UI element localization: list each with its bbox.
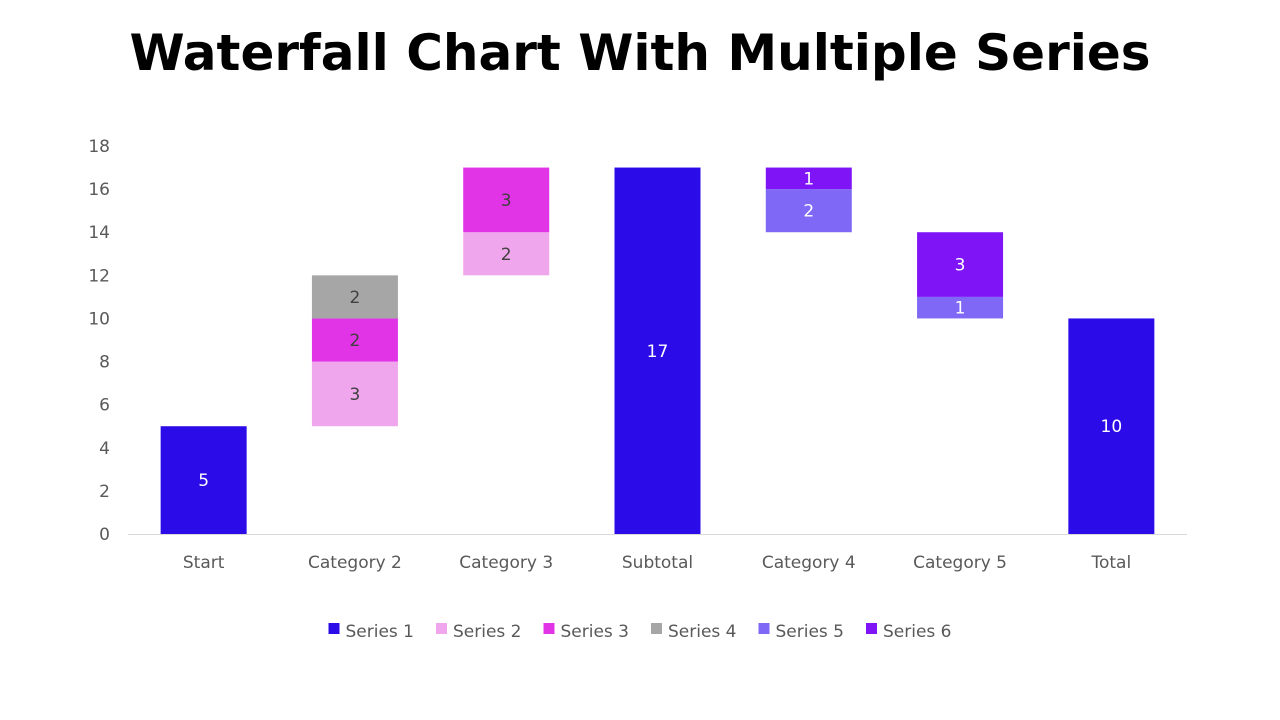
y-tick-label: 6 (99, 396, 110, 416)
data-label: 3 (955, 256, 966, 276)
legend-label: Series 2 (453, 622, 522, 642)
legend-item-series-6: Series 6 (866, 622, 952, 642)
bar-subtotal-series-1 (614, 167, 701, 535)
bar-category-5-series-6 (917, 232, 1004, 297)
bar-category-3-series-2 (463, 232, 550, 276)
y-tick-label: 8 (99, 353, 110, 373)
legend-label: Series 5 (776, 622, 845, 642)
x-axis: Start Category 2 Category 3 Subtotal Categor… (128, 534, 1187, 573)
legend-item-series-5: Series 5 (758, 622, 845, 642)
chart-title: Waterfall Chart With Multiple Series (129, 24, 1151, 82)
y-tick-label: 4 (99, 439, 110, 459)
data-label: 2 (501, 245, 512, 265)
bar-category-2-series-4 (311, 275, 398, 319)
y-tick-label: 14 (88, 223, 110, 243)
bar-category-5-series-5 (917, 296, 1004, 319)
legend-label: Series 3 (561, 622, 630, 642)
x-tick-label: Total (1091, 553, 1132, 573)
x-tick-label: Start (183, 553, 225, 573)
legend-label: Series 1 (346, 622, 415, 642)
y-axis: 0 2 4 6 8 10 12 14 16 18 (88, 137, 110, 545)
x-tick-label: Subtotal (622, 553, 693, 573)
data-label: 2 (803, 202, 814, 222)
bar-category-4-series-6 (765, 167, 852, 190)
data-label: 17 (647, 342, 669, 362)
y-tick-label: 16 (88, 180, 110, 200)
bar-category-3-series-3 (463, 167, 550, 233)
legend-label: Series 4 (668, 622, 737, 642)
legend-item-series-4: Series 4 (651, 622, 737, 642)
y-tick-label: 12 (88, 266, 110, 286)
legend-swatch (328, 623, 340, 634)
legend-item-series-1: Series 1 (328, 622, 415, 642)
legend-item-series-2: Series 2 (436, 622, 522, 642)
data-label: 1 (803, 169, 814, 189)
data-label: 3 (501, 191, 512, 211)
x-tick-label: Category 2 (308, 553, 402, 573)
bar-category-2-series-3 (311, 318, 398, 362)
data-label: 10 (1101, 417, 1123, 437)
legend-item-series-3: Series 3 (543, 622, 630, 642)
legend-swatch (651, 623, 662, 634)
y-tick-label: 0 (99, 525, 110, 545)
legend-swatch (866, 623, 877, 634)
x-tick-label: Category 3 (459, 553, 553, 573)
data-labels: 5 3 2 2 2 3 17 2 1 1 3 10 (198, 169, 1122, 491)
y-tick-label: 18 (88, 137, 110, 157)
y-tick-label: 2 (99, 482, 110, 502)
data-label: 3 (350, 385, 361, 405)
legend: Series 1 Series 2 Series 3 Series 4 Series 5… (328, 622, 952, 642)
y-tick-label: 10 (88, 309, 110, 329)
legend-swatch (758, 623, 770, 634)
data-label: 2 (350, 288, 361, 308)
legend-label: Series 6 (883, 622, 952, 642)
data-label: 2 (350, 331, 361, 351)
data-label: 1 (955, 299, 966, 319)
bars (160, 167, 1155, 535)
legend-swatch (436, 623, 447, 634)
x-tick-label: Category 5 (913, 553, 1007, 573)
bar-category-4-series-5 (765, 189, 852, 233)
bar-total-series-1 (1068, 318, 1155, 534)
x-tick-label: Category 4 (762, 553, 856, 573)
legend-swatch (543, 623, 555, 634)
data-label: 5 (198, 471, 209, 491)
bar-category-2-series-2 (311, 361, 398, 427)
bar-start-series-1 (160, 426, 247, 534)
